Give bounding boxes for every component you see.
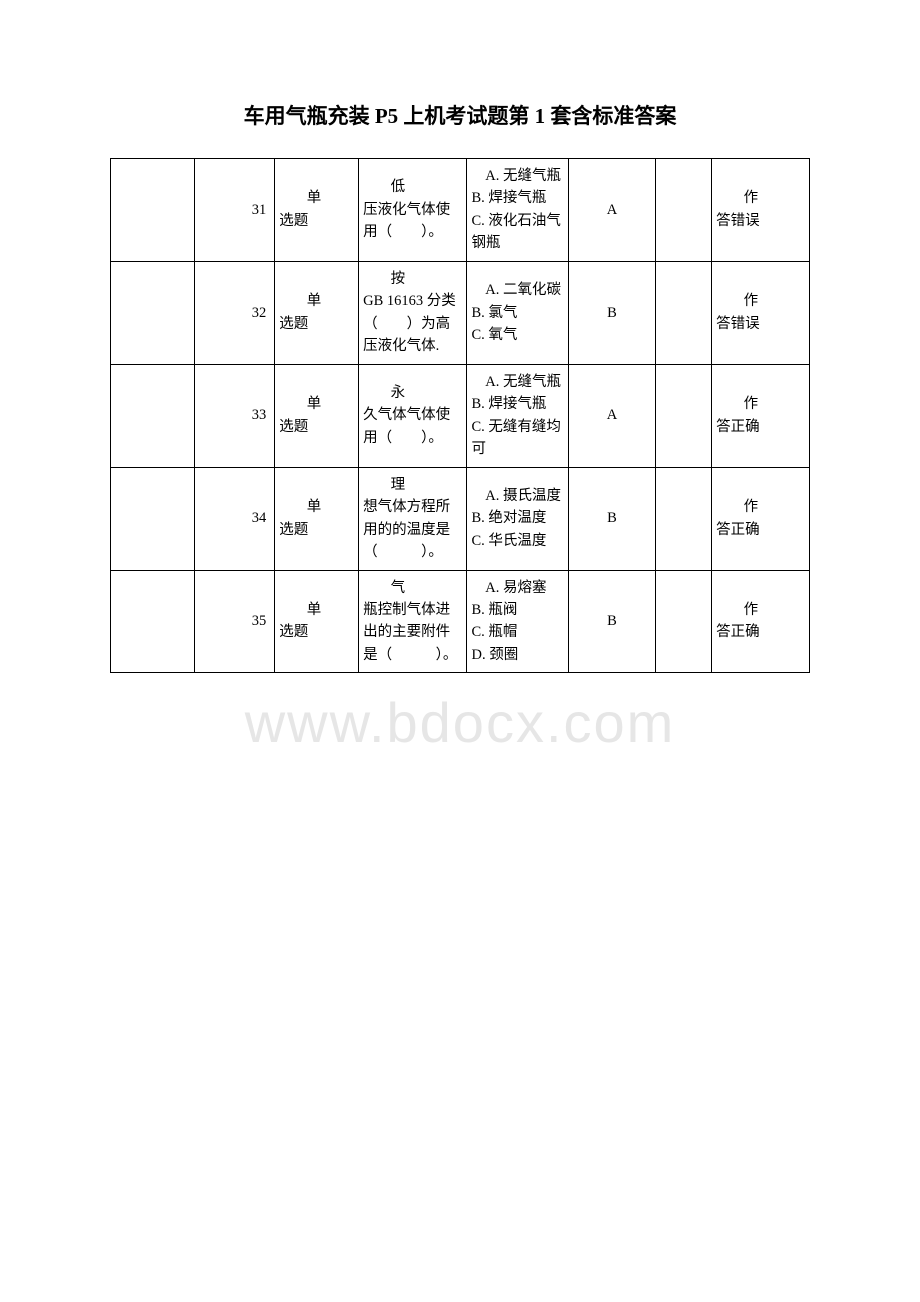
result-first-char: 作 (716, 290, 805, 312)
cell-empty (111, 159, 195, 262)
table-row: 35单选题气瓶控制气体进出的主要附件是（ ）。A. 易熔塞B. 瓶阀C. 瓶帽D… (111, 570, 810, 673)
type-label-rest: 选题 (279, 313, 354, 335)
type-label-first: 单 (279, 496, 354, 518)
option-line: A. 易熔塞 (471, 577, 563, 599)
type-label-first: 单 (279, 187, 354, 209)
result-first-char: 作 (716, 393, 805, 415)
page-title: 车用气瓶充装 P5 上机考试题第 1 套含标准答案 (110, 100, 810, 130)
cell-options: A. 无缝气瓶B. 焊接气瓶C. 无缝有缝均可 (467, 364, 568, 467)
cell-answer: B (568, 467, 655, 570)
type-label-rest: 选题 (279, 519, 354, 541)
option-line: C. 液化石油气钢瓶 (471, 210, 563, 255)
option-line: B. 焊接气瓶 (471, 187, 563, 209)
result-first-char: 作 (716, 599, 805, 621)
result-first-char: 作 (716, 187, 805, 209)
question-text: GB 16163 分类（ ）为高压液化气体. (363, 290, 462, 357)
question-first-char: 低 (363, 176, 462, 198)
type-label-first: 单 (279, 393, 354, 415)
cell-answer: A (568, 364, 655, 467)
option-line: B. 焊接气瓶 (471, 393, 563, 415)
question-text: 久气体气体使用（ ）。 (363, 404, 462, 449)
question-text: 压液化气体使用（ ）。 (363, 199, 462, 244)
cell-options: A. 摄氏温度B. 绝对温度C. 华氏温度 (467, 467, 568, 570)
cell-result: 作答正确 (712, 570, 810, 673)
cell-result: 作答错误 (712, 159, 810, 262)
cell-number: 33 (194, 364, 274, 467)
option-line: B. 绝对温度 (471, 507, 563, 529)
option-line: A. 无缝气瓶 (471, 371, 563, 393)
option-line: A. 二氧化碳 (471, 279, 563, 301)
cell-type: 单选题 (275, 467, 359, 570)
option-line: A. 无缝气瓶 (471, 165, 563, 187)
cell-number: 31 (194, 159, 274, 262)
question-first-char: 按 (363, 268, 462, 290)
table-row: 34单选题理想气体方程所用的的温度是（ ）。A. 摄氏温度B. 绝对温度C. 华… (111, 467, 810, 570)
cell-result: 作答正确 (712, 467, 810, 570)
question-first-char: 理 (363, 474, 462, 496)
cell-question: 永久气体气体使用（ ）。 (359, 364, 467, 467)
option-line: C. 瓶帽 (471, 621, 563, 643)
option-line: B. 氯气 (471, 302, 563, 324)
cell-empty2 (656, 159, 712, 262)
cell-number: 35 (194, 570, 274, 673)
cell-empty2 (656, 467, 712, 570)
type-label-first: 单 (279, 290, 354, 312)
cell-empty2 (656, 364, 712, 467)
cell-empty2 (656, 261, 712, 364)
cell-options: A. 二氧化碳B. 氯气C. 氧气 (467, 261, 568, 364)
questions-table: 31单选题低压液化气体使用（ ）。A. 无缝气瓶B. 焊接气瓶C. 液化石油气钢… (110, 158, 810, 673)
cell-answer: B (568, 261, 655, 364)
result-text: 答错误 (716, 210, 805, 232)
cell-empty (111, 261, 195, 364)
type-label-first: 单 (279, 599, 354, 621)
cell-number: 34 (194, 467, 274, 570)
type-label-rest: 选题 (279, 621, 354, 643)
result-text: 答正确 (716, 416, 805, 438)
question-first-char: 气 (363, 577, 462, 599)
cell-options: A. 易熔塞B. 瓶阀C. 瓶帽D. 颈圈 (467, 570, 568, 673)
question-text: 瓶控制气体进出的主要附件是（ ）。 (363, 599, 462, 666)
cell-type: 单选题 (275, 159, 359, 262)
table-row: 33单选题永久气体气体使用（ ）。A. 无缝气瓶B. 焊接气瓶C. 无缝有缝均可… (111, 364, 810, 467)
cell-question: 理想气体方程所用的的温度是（ ）。 (359, 467, 467, 570)
cell-number: 32 (194, 261, 274, 364)
question-text: 想气体方程所用的的温度是（ ）。 (363, 496, 462, 563)
option-line: B. 瓶阀 (471, 599, 563, 621)
table-row: 32单选题按GB 16163 分类（ ）为高压液化气体.A. 二氧化碳B. 氯气… (111, 261, 810, 364)
option-line: D. 颈圈 (471, 644, 563, 666)
result-text: 答正确 (716, 519, 805, 541)
cell-type: 单选题 (275, 364, 359, 467)
cell-answer: A (568, 159, 655, 262)
cell-type: 单选题 (275, 261, 359, 364)
cell-empty (111, 570, 195, 673)
cell-empty (111, 364, 195, 467)
cell-answer: B (568, 570, 655, 673)
cell-result: 作答正确 (712, 364, 810, 467)
result-text: 答错误 (716, 313, 805, 335)
cell-type: 单选题 (275, 570, 359, 673)
cell-empty (111, 467, 195, 570)
option-line: C. 无缝有缝均可 (471, 416, 563, 461)
result-text: 答正确 (716, 621, 805, 643)
option-line: C. 氧气 (471, 324, 563, 346)
type-label-rest: 选题 (279, 416, 354, 438)
cell-question: 按GB 16163 分类（ ）为高压液化气体. (359, 261, 467, 364)
table-row: 31单选题低压液化气体使用（ ）。A. 无缝气瓶B. 焊接气瓶C. 液化石油气钢… (111, 159, 810, 262)
option-line: A. 摄氏温度 (471, 485, 563, 507)
question-first-char: 永 (363, 382, 462, 404)
option-line: C. 华氏温度 (471, 530, 563, 552)
cell-result: 作答错误 (712, 261, 810, 364)
cell-options: A. 无缝气瓶B. 焊接气瓶C. 液化石油气钢瓶 (467, 159, 568, 262)
cell-question: 低压液化气体使用（ ）。 (359, 159, 467, 262)
cell-empty2 (656, 570, 712, 673)
result-first-char: 作 (716, 496, 805, 518)
cell-question: 气瓶控制气体进出的主要附件是（ ）。 (359, 570, 467, 673)
type-label-rest: 选题 (279, 210, 354, 232)
watermark: www.bdocx.com (245, 690, 676, 755)
